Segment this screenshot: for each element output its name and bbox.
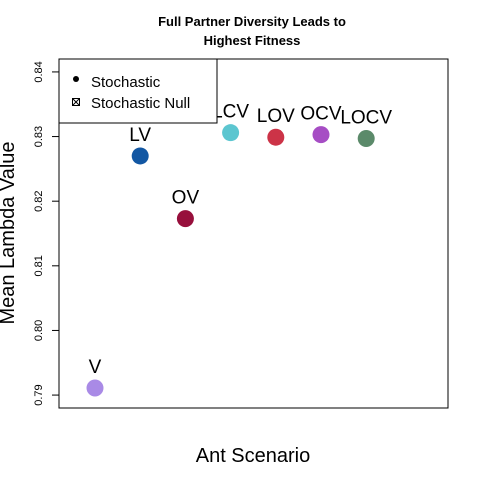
legend-box — [58, 58, 218, 124]
y-tick-label: 0.79 — [33, 384, 45, 405]
data-point-locv — [357, 129, 375, 147]
legend-crossed-square-icon — [72, 98, 80, 106]
y-axis: 0.79 0.80 0.81 0.82 0.83 0.84 — [33, 61, 59, 406]
data-point-lcv — [222, 124, 240, 142]
point-label-ov: OV — [172, 188, 200, 209]
y-axis-label: Mean Lambda Value — [0, 141, 19, 324]
data-point-lov — [267, 128, 285, 146]
y-tick-label: 0.84 — [33, 61, 45, 82]
chart-title-line-2: Highest Fitness — [204, 33, 301, 48]
y-tick-label: 0.80 — [33, 320, 45, 341]
point-label-locv: LOCV — [340, 107, 392, 128]
legend-entry-stochastic: Stochastic — [91, 74, 161, 91]
legend-entry-stochastic-null: Stochastic Null — [91, 95, 190, 112]
legend-filled-circle-icon — [73, 76, 79, 82]
y-tick-label: 0.81 — [33, 255, 45, 276]
data-point-lv — [131, 147, 149, 165]
data-point-ocv — [312, 126, 330, 144]
data-point-v — [86, 379, 104, 397]
y-tick-label: 0.83 — [33, 126, 45, 147]
point-label-v: V — [89, 357, 102, 378]
data-point-ov — [176, 210, 194, 228]
point-label-lov: LOV — [257, 106, 295, 127]
chart-title-line-1: Full Partner Diversity Leads to — [158, 14, 346, 29]
point-label-ocv: OCV — [300, 104, 342, 125]
plot-frame — [58, 58, 449, 409]
legend: Stochastic Stochastic Null — [58, 58, 218, 124]
y-tick-label: 0.82 — [33, 190, 45, 211]
point-label-lv: LV — [129, 125, 151, 146]
point-label-lcv: LCV — [212, 102, 249, 123]
x-axis-label: Ant Scenario — [196, 445, 311, 467]
